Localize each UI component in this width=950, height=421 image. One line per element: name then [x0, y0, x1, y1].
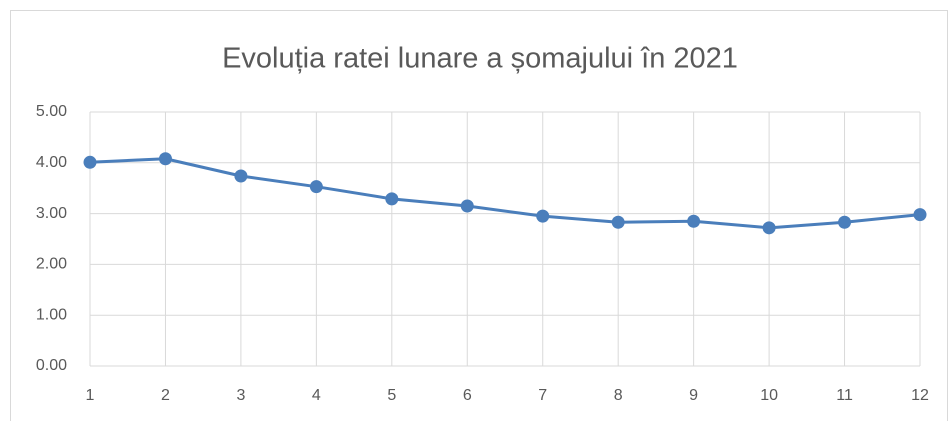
data-point — [913, 208, 927, 222]
data-point — [762, 221, 776, 235]
x-tick-label: 3 — [236, 387, 245, 404]
x-tick-label: 10 — [760, 387, 778, 404]
data-point — [83, 155, 97, 169]
data-point — [536, 209, 550, 223]
y-tick-label: 3.00 — [36, 205, 67, 222]
x-tick-label: 6 — [463, 387, 472, 404]
data-point — [460, 199, 474, 213]
data-point — [611, 215, 625, 229]
data-point — [234, 169, 248, 183]
data-point — [385, 192, 399, 206]
x-tick-label: 8 — [614, 387, 623, 404]
x-tick-label: 9 — [689, 387, 698, 404]
data-point — [158, 152, 172, 166]
x-tick-label: 1 — [86, 387, 95, 404]
chart-title: Evoluția ratei lunare a șomajului în 202… — [222, 43, 738, 75]
data-point — [309, 180, 323, 194]
data-point — [838, 215, 852, 229]
y-tick-label: 0.00 — [36, 357, 67, 374]
x-tick-label: 11 — [836, 387, 853, 404]
x-tick-label: 5 — [387, 387, 396, 404]
y-tick-label: 1.00 — [36, 306, 67, 323]
x-tick-label: 4 — [312, 387, 321, 404]
x-tick-label: 2 — [161, 387, 170, 404]
x-tick-label: 7 — [538, 387, 547, 404]
x-tick-label: 12 — [911, 387, 929, 404]
y-tick-label: 2.00 — [36, 256, 67, 273]
series-line — [89, 157, 921, 230]
y-tick-label: 4.00 — [36, 154, 67, 171]
data-point — [687, 214, 701, 228]
y-tick-label: 5.00 — [36, 103, 67, 120]
chart-border — [10, 10, 948, 421]
